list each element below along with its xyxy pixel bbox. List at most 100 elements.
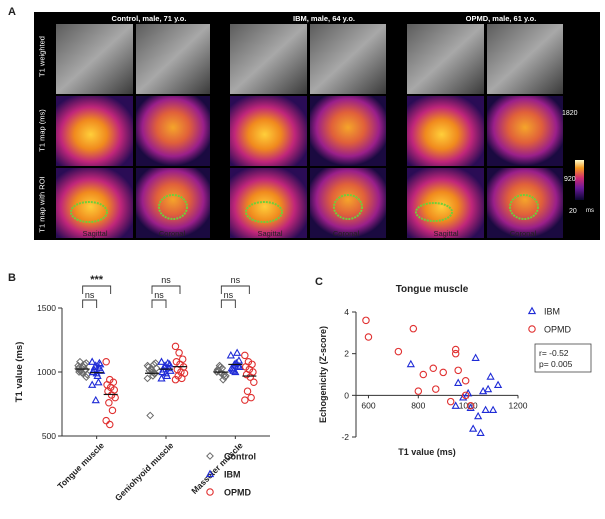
data-point-opmd [105, 398, 113, 407]
x-tick-label: 1000 [459, 400, 478, 410]
panel-letter-c: C [315, 276, 323, 288]
data-point-ibm [473, 411, 483, 420]
data-point-ibm [232, 358, 241, 367]
data-point-control [215, 361, 224, 370]
data-point-opmd [247, 393, 255, 402]
data-point-control [76, 357, 84, 366]
data-point-ibm [454, 378, 463, 386]
x-tick-label: Tongue muscle [55, 440, 106, 491]
data-point-opmd [102, 358, 110, 366]
x-tick-label: 1200 [509, 400, 528, 410]
data-point-ibm [466, 403, 475, 411]
data-point-opmd [461, 377, 470, 385]
data-point-opmd [246, 373, 254, 381]
y-tick-label: 2 [344, 349, 349, 359]
y-tick-label: -2 [341, 432, 349, 442]
data-point-opmd [241, 351, 249, 360]
colorbar [575, 160, 584, 200]
data-point-opmd [175, 349, 183, 357]
data-point-ibm [163, 358, 172, 367]
column-title-control: Control, male, 71 y.o. [111, 14, 187, 23]
data-point-opmd [106, 420, 114, 429]
data-point-ibm [88, 367, 98, 376]
mri-image-grid [56, 24, 584, 238]
chart-title: Tongue muscle [396, 284, 469, 295]
data-point-opmd [454, 366, 462, 375]
data-point-ibm [488, 405, 498, 414]
legend-label-ibm: IBM [224, 470, 241, 480]
data-point-ibm [93, 371, 102, 379]
data-point-opmd [108, 406, 117, 415]
data-point-opmd [102, 416, 110, 425]
legend-label-opmd: OPMD [544, 325, 572, 335]
data-point-control [146, 411, 155, 420]
data-point-opmd [241, 396, 249, 404]
data-point-ibm [406, 359, 415, 368]
colorbar-min-label: 20 [569, 208, 577, 215]
data-point-ibm [234, 356, 244, 364]
legend-label-control: Control [224, 452, 256, 462]
data-point-opmd [446, 397, 455, 406]
data-point-opmd [466, 402, 475, 410]
significance-bracket [151, 299, 167, 308]
data-point-opmd [429, 364, 438, 373]
data-point-control [75, 363, 83, 372]
y-axis-label: Echogenicity (Z-score) [318, 326, 328, 423]
legend-marker-opmd [206, 488, 214, 496]
data-point-opmd [394, 347, 403, 356]
data-point-opmd [171, 375, 180, 384]
stats-box [534, 343, 592, 373]
stats-line: p= 0.005 [539, 359, 573, 369]
data-point-ibm [486, 372, 495, 380]
colorbar-max-label: 1820 [562, 110, 578, 117]
x-axis-label: T1 value (ms) [398, 447, 456, 457]
data-point-opmd [409, 324, 418, 333]
column-title-ibm: IBM, male, 64 y.o. [293, 14, 355, 23]
data-point-ibm [493, 380, 503, 389]
legend-label-opmd: OPMD [224, 488, 252, 498]
data-point-ibm [94, 377, 103, 386]
data-point-opmd [439, 368, 447, 377]
significance-bracket [220, 285, 250, 294]
view-label-5: Sagittal [433, 229, 459, 238]
significance-label: ns [224, 290, 234, 300]
data-point-control [147, 364, 156, 373]
data-point-ibm [471, 353, 480, 361]
data-point-opmd [414, 387, 423, 395]
chart-b: 500 1000 1500 T1 value (ms) Tongue muscle ***… [14, 274, 270, 503]
significance-label: *** [90, 274, 104, 286]
data-point-opmd [362, 316, 370, 325]
data-point-ibm [162, 371, 172, 379]
data-point-opmd [250, 378, 258, 386]
data-point-opmd [451, 345, 460, 354]
data-point-control [148, 371, 157, 380]
view-label-2: Coronal [158, 229, 186, 238]
data-point-ibm [451, 401, 460, 409]
data-point-ibm [235, 362, 244, 370]
row2-images [56, 96, 563, 166]
row1-images [56, 24, 563, 94]
data-point-ibm [90, 362, 100, 370]
data-point-ibm [95, 358, 104, 367]
panel-letter-a: A [8, 6, 16, 18]
data-point-control [145, 366, 154, 375]
view-label-1: Sagittal [82, 229, 108, 238]
data-point-control [149, 360, 158, 369]
colorbar-mid-label: 920 [564, 176, 576, 183]
legend-marker-ibm [205, 469, 215, 478]
x-tick-label: 600 [361, 400, 375, 410]
data-point-ibm [226, 351, 235, 359]
data-point-ibm [464, 388, 473, 397]
data-point-opmd [432, 385, 440, 393]
data-point-opmd [451, 349, 460, 358]
column-title-opmd: OPMD, male, 61 y.o. [465, 14, 537, 23]
significance-label: ns [231, 275, 241, 285]
data-point-ibm [229, 366, 238, 374]
data-point-control [219, 375, 228, 384]
significance-bracket [220, 299, 236, 308]
significance-bracket [82, 299, 98, 308]
data-point-opmd [419, 370, 428, 379]
y-tick-label: 1000 [37, 367, 56, 377]
view-label-4: Coronal [332, 229, 360, 238]
x-tick-label: 800 [411, 400, 425, 410]
